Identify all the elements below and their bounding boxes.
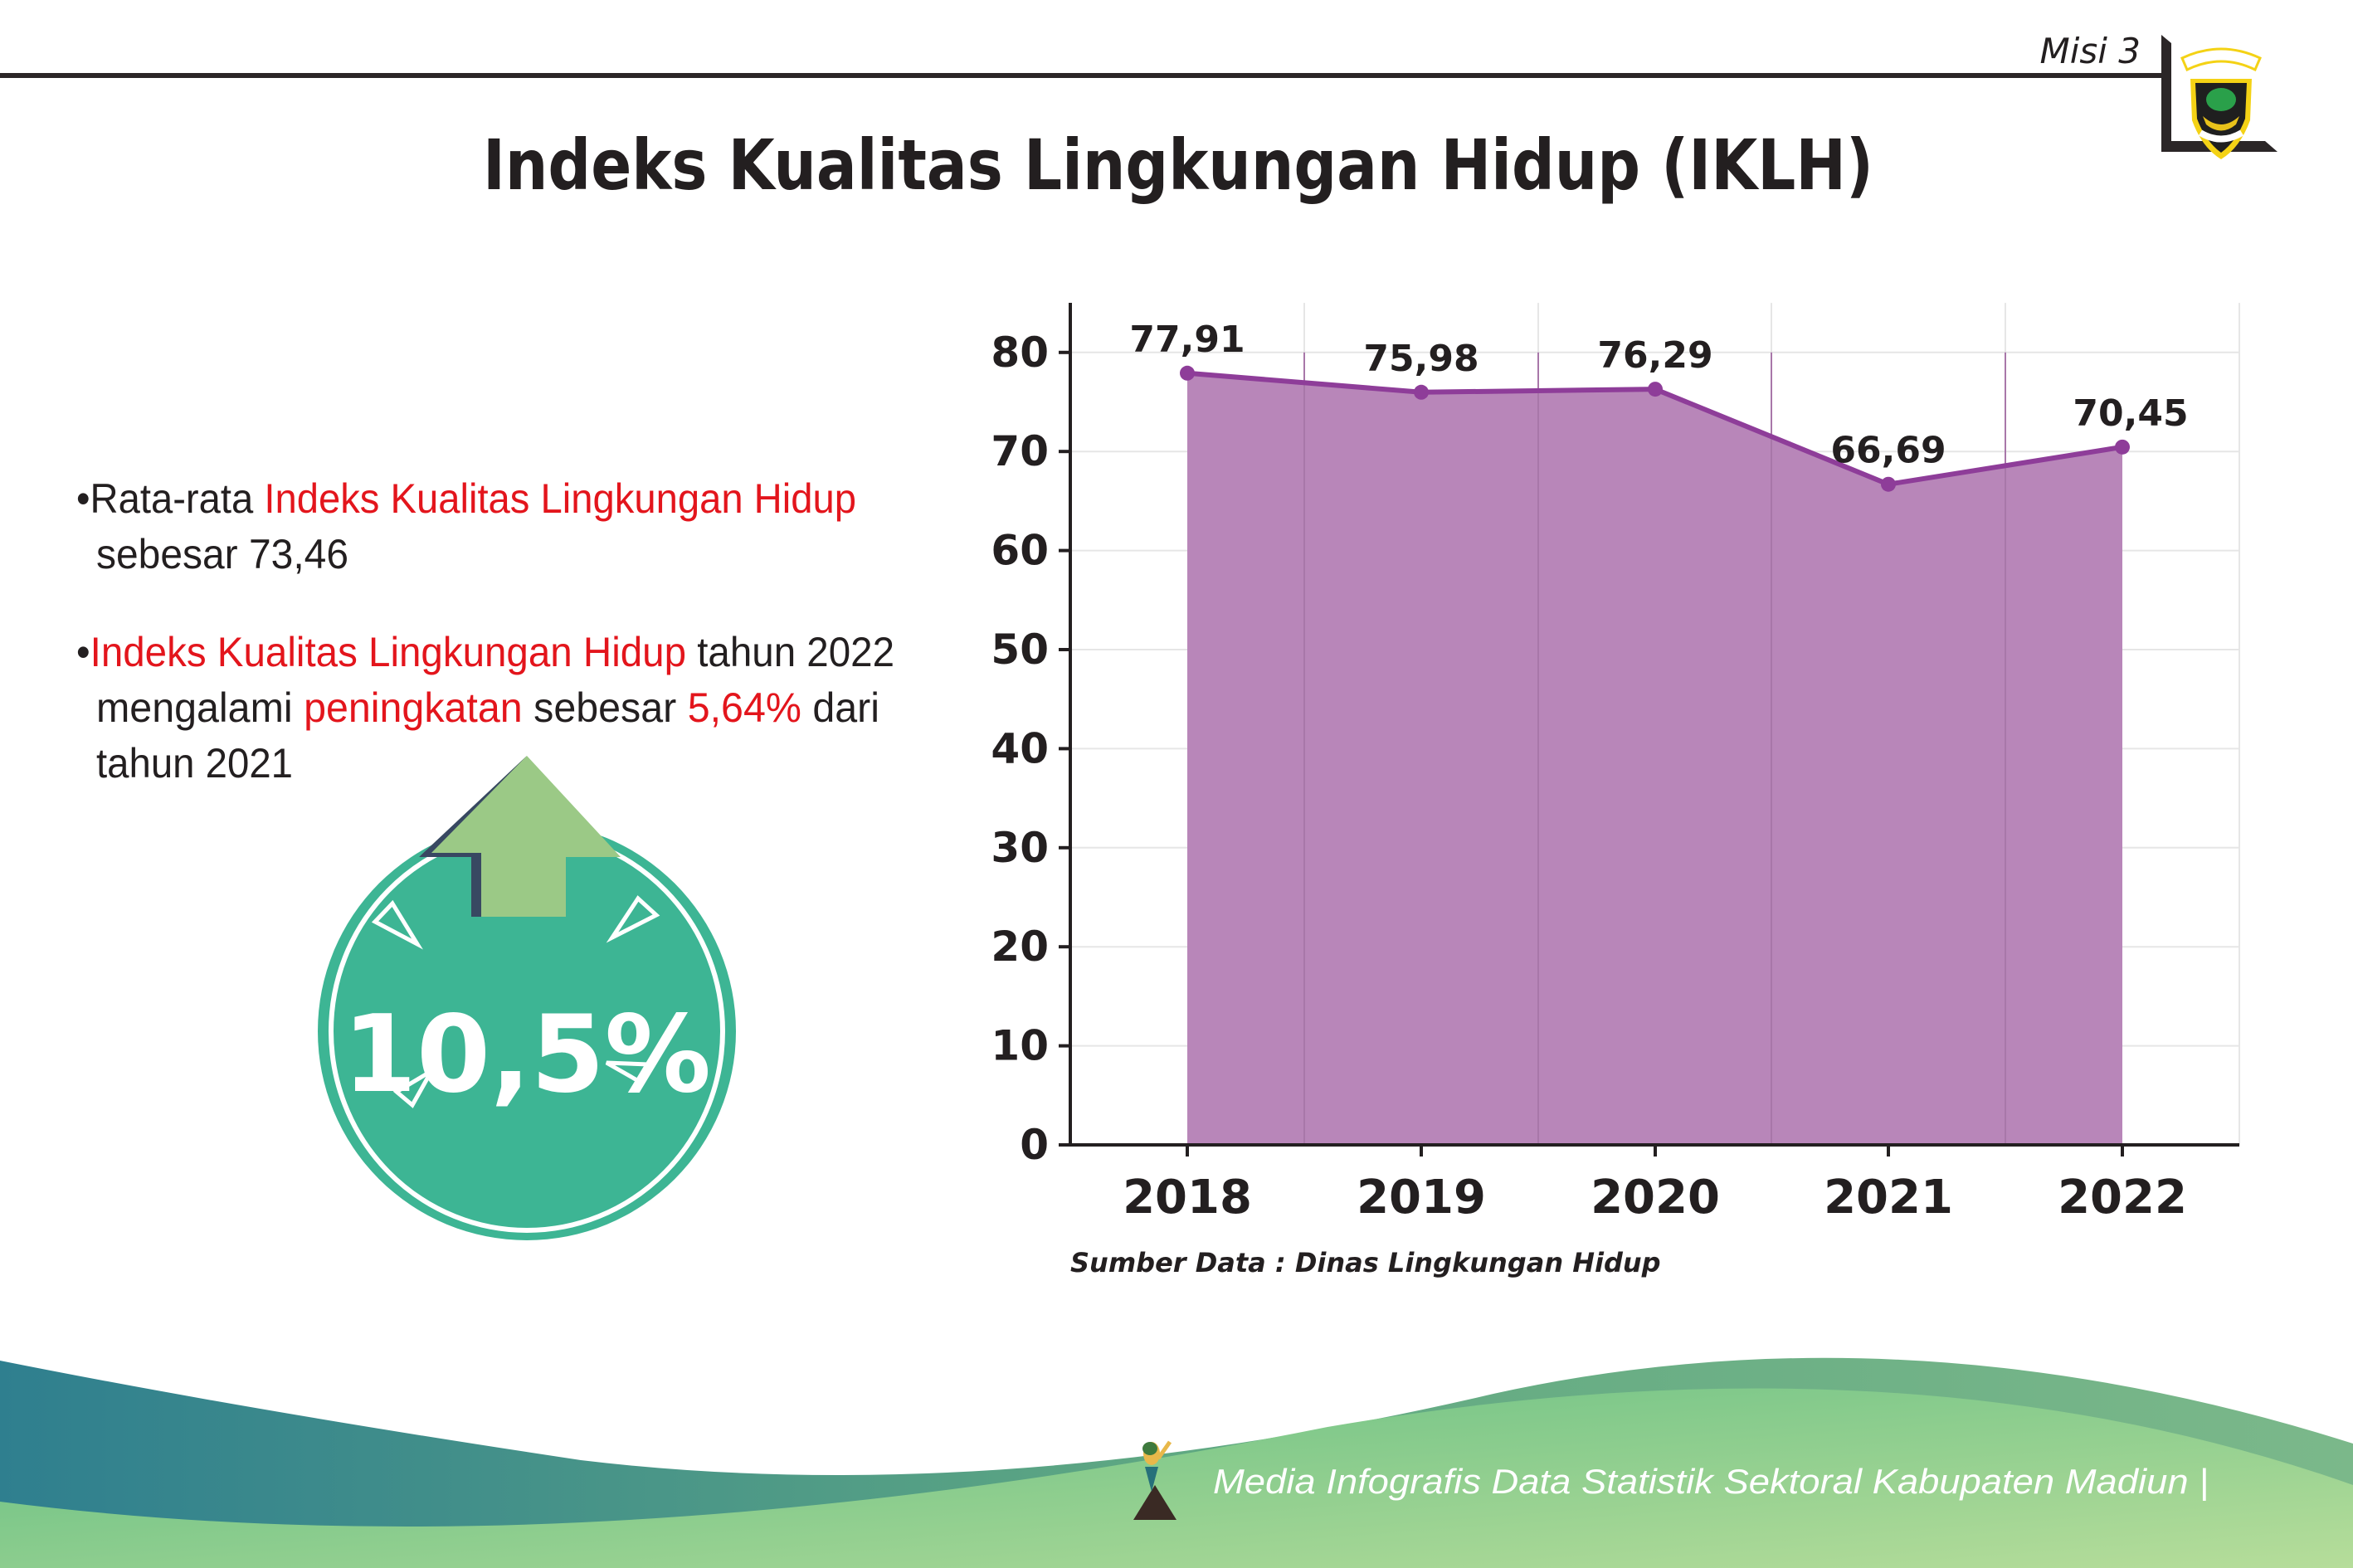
area-fill — [1187, 373, 2122, 1145]
arrow-up-icon — [419, 756, 621, 917]
data-label: 66,69 — [1830, 430, 1946, 472]
page-title: Indeks Kualitas Lingkungan Hidup (IKLH) — [483, 124, 1873, 206]
y-tick-label: 0 — [1020, 1121, 1049, 1169]
y-tick-label: 40 — [991, 724, 1049, 772]
madiun-crest-logo — [2180, 47, 2262, 159]
data-label: 75,98 — [1363, 338, 1479, 380]
data-point — [1180, 365, 1195, 381]
data-label: 70,45 — [2073, 392, 2188, 435]
data-label: 77,91 — [1129, 319, 1245, 361]
footer-text: Media Infografis Data Statistik Sektoral… — [1213, 1462, 2209, 1502]
x-tick-label: 2019 — [1357, 1171, 1486, 1225]
y-tick-label: 80 — [991, 329, 1049, 377]
x-tick-label: 2020 — [1591, 1171, 1720, 1225]
x-tick-label: 2021 — [1824, 1171, 1953, 1225]
x-tick-label: 2022 — [2058, 1171, 2187, 1225]
badge-value: 10,5% — [343, 993, 711, 1117]
bullet-list: •Rata-rata Indeks Kualitas Lingkungan Hi… — [76, 475, 894, 786]
mission-label: Misi 3 — [2039, 31, 2141, 71]
data-point — [1414, 384, 1429, 400]
y-tick-label: 20 — [991, 923, 1049, 971]
bullet-2-line-2: mengalami peningkatan sebesar 5,64% dari — [96, 684, 879, 731]
data-point — [1648, 382, 1663, 397]
bullet-1-line-2: sebesar 73,46 — [96, 531, 348, 577]
sparkle-triangles-icon — [371, 895, 660, 1108]
y-tick-label: 70 — [991, 427, 1049, 475]
x-tick-label: 2018 — [1123, 1171, 1252, 1225]
bullet-1-line-1: •Rata-rata Indeks Kualitas Lingkungan Hi… — [76, 475, 856, 522]
header-rule — [0, 73, 2164, 78]
source-note: Sumber Data : Dinas Lingkungan Hidup — [1070, 1247, 1661, 1278]
data-label: 76,29 — [1597, 334, 1712, 377]
footer-wave — [0, 1357, 2353, 1568]
data-point — [2115, 439, 2130, 455]
growth-badge: 10,5% — [318, 756, 736, 1240]
y-tick-label: 10 — [991, 1022, 1049, 1070]
y-tick-label: 60 — [991, 527, 1049, 575]
bullet-2-line-3: tahun 2021 — [96, 740, 293, 786]
y-tick-label: 30 — [991, 824, 1049, 872]
bullet-2-line-1: •Indeks Kualitas Lingkungan Hidup tahun … — [76, 629, 894, 675]
y-tick-label: 50 — [991, 626, 1049, 674]
iklh-area-chart: 77,91 75,98 76,29 66,69 70,45 0 10 20 30 40 50 60 70… — [991, 303, 2240, 1225]
data-point — [1881, 476, 1896, 492]
statistics-mascot-icon — [1133, 1440, 1176, 1520]
